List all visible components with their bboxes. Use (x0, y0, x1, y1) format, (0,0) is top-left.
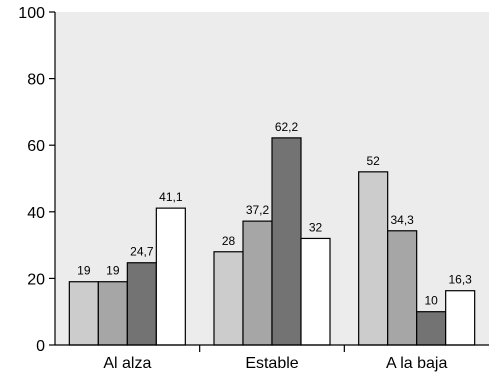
bar (242, 220, 273, 346)
bar-value-label: 34,3 (390, 213, 414, 227)
bar (68, 281, 99, 346)
bar-value-label: 10 (424, 294, 438, 308)
bar-value-label: 41,1 (159, 190, 183, 204)
y-tick-label: 40 (27, 205, 45, 222)
y-axis-ticks: 0 20 40 60 80 100 (18, 5, 55, 355)
x-category-label: A la baja (386, 355, 447, 372)
y-tick-label: 60 (27, 138, 45, 155)
bar (445, 290, 476, 346)
bar (126, 262, 157, 346)
bar (358, 171, 389, 346)
bar-value-label: 52 (366, 154, 380, 168)
bar (213, 251, 244, 346)
data-labels-layer: 19 19 24,7 41,1 28 37,2 62,2 32 52 34,3 10 16,3 (77, 120, 472, 308)
y-tick-label: 100 (18, 5, 45, 22)
bar (271, 137, 302, 346)
bar-value-label: 28 (222, 234, 236, 248)
x-category-label: Estable (245, 355, 298, 372)
y-tick-label: 0 (36, 338, 45, 355)
bars-layer (68, 137, 476, 346)
bar-value-label: 37,2 (246, 203, 270, 217)
bar-value-label: 19 (106, 264, 120, 278)
bar-value-label: 62,2 (275, 120, 299, 134)
x-axis-ticks: Al alza Estable A la baja (103, 345, 447, 372)
y-tick-label: 80 (27, 72, 45, 89)
bar-value-label: 16,3 (448, 273, 472, 287)
y-tick-label: 20 (27, 271, 45, 288)
bar (416, 311, 447, 346)
bar (387, 230, 418, 346)
bar (97, 281, 128, 346)
bar-value-label: 32 (309, 220, 323, 234)
x-category-label: Al alza (103, 355, 151, 372)
bar (300, 237, 331, 346)
bar-value-label: 24,7 (130, 245, 154, 259)
bar-value-label: 19 (77, 264, 91, 278)
bar (155, 207, 186, 346)
